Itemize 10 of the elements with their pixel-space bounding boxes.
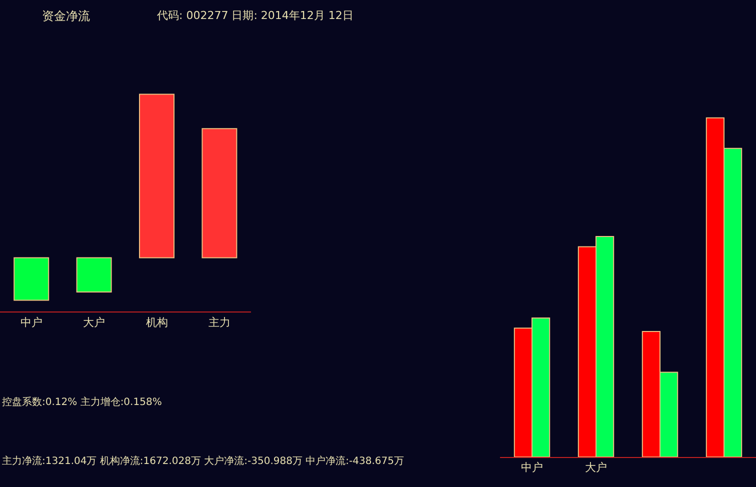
x-tick-label: 大户	[83, 316, 106, 329]
text: 控盘系数:0.12% 主力增仓:0.158%	[2, 396, 162, 408]
chart-subtitle: 代码: 002277 日期: 2014年12月 12日	[156, 9, 354, 22]
x-tick-label: 大户	[585, 461, 607, 474]
chart-title: 资金净流	[42, 9, 90, 23]
x-tick-label: 中户	[521, 461, 543, 474]
x-tick-label: 中户	[20, 316, 42, 329]
text: 主力净流:1321.04万 机构净流:1672.028万 大户净流:-350.988万 中户净流:-438.675万	[2, 455, 404, 467]
x-tick-label: 机构	[146, 316, 168, 329]
x-tick-label: 主力	[208, 316, 230, 329]
